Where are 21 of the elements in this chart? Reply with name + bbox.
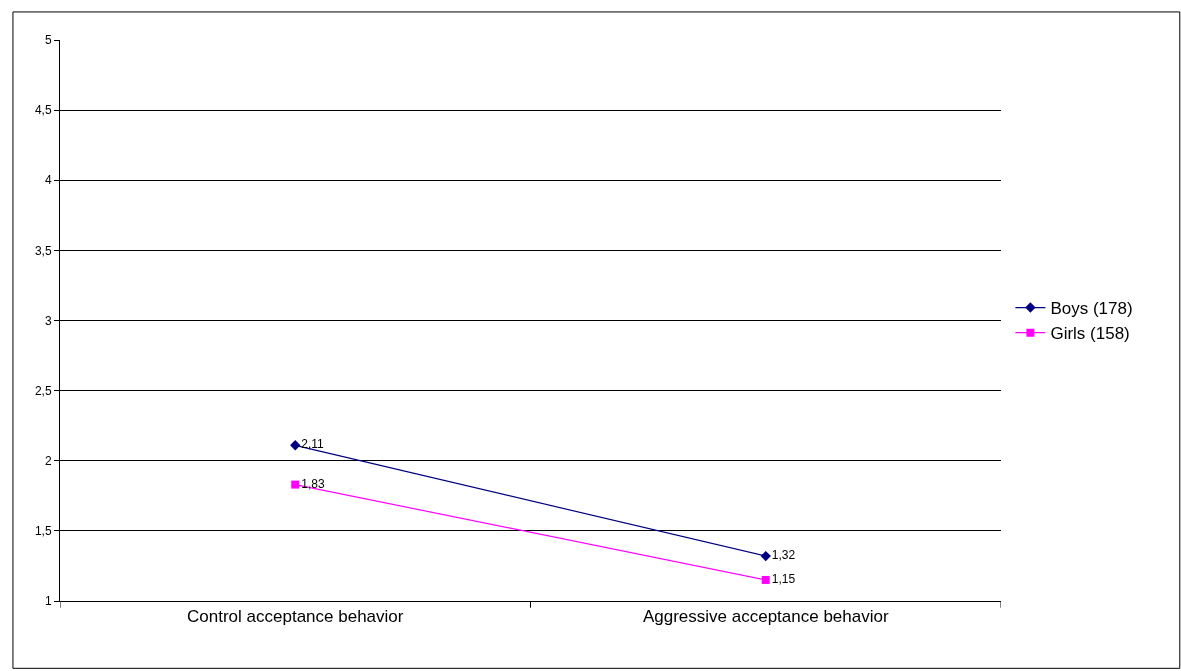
y-tick-label: 5 [44,33,52,48]
y-tick-label: 1 [44,594,52,609]
y-tick-label: 4 [44,173,52,188]
data-label: 2,11 [301,437,325,452]
point [290,440,301,451]
legend-label: Girls (158) [1050,324,1130,344]
data-label: 1,83 [301,476,325,491]
y-tick-label: 2,5 [34,383,52,398]
y-tick-label: 3,5 [34,243,52,258]
y-tick-label: 1,5 [34,524,52,539]
data-label: 1,32 [771,548,796,563]
point [761,575,770,584]
x-tick-label: Control acceptance behavior [187,607,404,627]
point [760,550,771,562]
y-tick-label: 4,5 [34,103,52,118]
y-tick-label: 2 [44,453,52,468]
y-tick-label: 3 [44,313,52,328]
point [291,480,300,489]
x-tick-label: Aggressive acceptance behavior [642,607,889,627]
legend-label: Boys (178) [1050,299,1133,319]
data-label: 1,15 [771,571,796,586]
